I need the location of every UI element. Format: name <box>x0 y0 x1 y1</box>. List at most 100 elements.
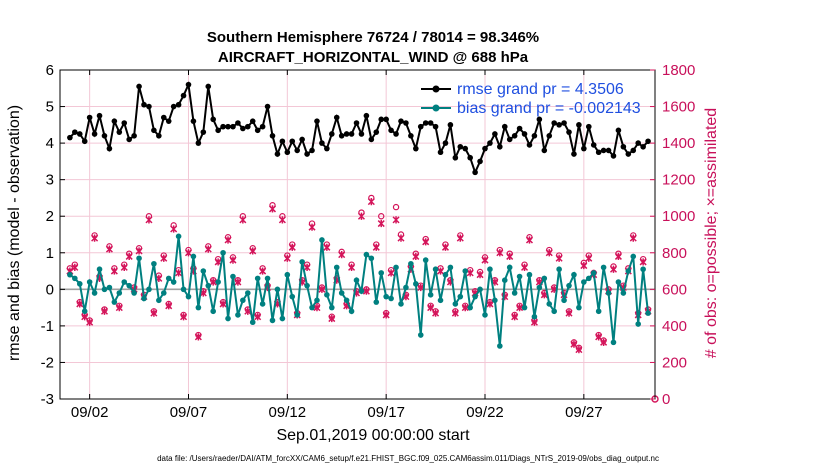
rmse-point <box>506 136 513 143</box>
plot-frame <box>59 69 656 400</box>
chart-title-line2: AIRCRAFT_HORIZONTAL_WIND @ 688 hPa <box>218 49 529 66</box>
obs-assimilated-point <box>219 300 227 308</box>
obs-assimilated-point <box>382 311 390 319</box>
y-left-tick-label: 1 <box>46 245 54 262</box>
bias-point <box>190 253 197 260</box>
rmse-point <box>269 133 276 139</box>
rmse-point <box>581 145 587 152</box>
bias-point <box>645 310 651 316</box>
x-axis-label: Sep.01,2019 00:00:00 start <box>276 427 470 444</box>
rmse-point <box>467 154 473 161</box>
obs-assimilated-point <box>308 223 316 231</box>
rmse-point <box>472 169 478 176</box>
obs-assimilated-point <box>268 205 277 213</box>
rmse-point <box>526 142 533 148</box>
obs-assimilated-point <box>466 269 474 277</box>
obs-assimilated-point <box>120 263 128 271</box>
obs-assimilated-point <box>427 304 435 312</box>
rmse-point <box>566 129 572 135</box>
bias-point <box>595 308 602 315</box>
obs-assimilated-point <box>323 243 331 251</box>
rmse-point <box>205 83 212 90</box>
obs-assimilated-point <box>125 252 133 261</box>
bias-point <box>329 304 335 311</box>
obs-possible-point <box>378 213 385 220</box>
bias-point <box>497 343 503 349</box>
bias-point <box>235 312 241 318</box>
rmse-point <box>585 123 592 130</box>
rmse-point <box>81 138 88 145</box>
obs-assimilated-point <box>229 256 237 264</box>
obs-assimilated-point <box>595 333 603 341</box>
rmse-point <box>299 136 305 143</box>
rmse-point <box>244 123 251 130</box>
ticks: 0 200 400 600 800 1000 1200 1400 1600 1800 09/02 09… <box>41 62 696 421</box>
obs-count-series <box>66 194 659 403</box>
bias-point <box>625 268 632 274</box>
bias-point <box>482 312 488 318</box>
bias-point <box>600 264 607 271</box>
bias-point <box>447 264 454 271</box>
rmse-point <box>576 122 582 128</box>
obs-assimilated-point <box>278 216 286 224</box>
y-left-tick-label: 3 <box>46 172 54 189</box>
rmse-point <box>274 151 281 157</box>
obs-assimilated-point <box>585 254 593 262</box>
rmse-point <box>600 147 607 154</box>
obs-assimilated-point <box>575 346 583 354</box>
obs-assimilated-point <box>614 252 622 261</box>
legend-bias-marker <box>432 104 440 112</box>
bias-point <box>413 281 419 287</box>
bias-point <box>378 270 385 276</box>
bias-point <box>551 308 557 315</box>
rmse-point <box>230 123 236 130</box>
y-left-tick-label: 4 <box>46 135 54 152</box>
y-right-tick-label: 1600 <box>662 99 695 116</box>
rmse-point <box>551 120 557 126</box>
y-left-tick-label: -3 <box>41 391 54 408</box>
rmse-point <box>324 145 330 152</box>
rmse-point <box>121 120 128 126</box>
rmse-point <box>76 131 83 137</box>
rmse-point <box>556 122 562 128</box>
obs-assimilated-point <box>254 313 262 321</box>
bias-point <box>536 284 543 291</box>
legend: rmse grand pr = 4.3506 bias grand pr = -… <box>421 81 641 117</box>
bias-point <box>541 275 548 282</box>
obs-assimilated-point <box>194 333 202 341</box>
bias-point <box>511 290 518 296</box>
rmse-point <box>215 127 221 134</box>
rmse-point <box>645 138 651 145</box>
obs-assimilated-point <box>545 249 553 257</box>
bias-point <box>299 259 305 265</box>
rmse-point <box>170 103 177 110</box>
rmse-point <box>200 129 207 135</box>
bias-point <box>373 299 380 305</box>
y-right-tick-label: 0 <box>662 391 670 408</box>
rmse-point <box>116 129 123 135</box>
bias-point <box>156 297 162 304</box>
rmse-point <box>126 136 132 143</box>
rmse-point <box>289 138 296 145</box>
obs-assimilated-point <box>506 252 514 261</box>
bias-point <box>516 273 523 280</box>
rmse-point <box>432 123 439 130</box>
rmse-point <box>561 120 567 126</box>
x-tick-label: 09/12 <box>269 404 307 421</box>
obs-assimilated-point <box>318 285 326 293</box>
bias-point <box>254 275 261 282</box>
obs-assimilated-point <box>432 309 440 317</box>
obs-assimilated-point <box>441 243 449 251</box>
bias-point <box>81 308 88 315</box>
x-tick-label: 09/07 <box>170 404 208 421</box>
obs-assimilated-point <box>397 234 405 242</box>
rmse-point <box>403 120 409 126</box>
bias-point <box>136 255 142 262</box>
obs-possible-point <box>392 203 400 211</box>
bias-point <box>526 271 533 278</box>
bias-point <box>324 292 330 298</box>
bias-point <box>422 257 429 263</box>
rmse-point <box>160 114 167 121</box>
obs-assimilated-point <box>214 258 222 266</box>
y-right-tick-label: 1000 <box>662 208 695 225</box>
